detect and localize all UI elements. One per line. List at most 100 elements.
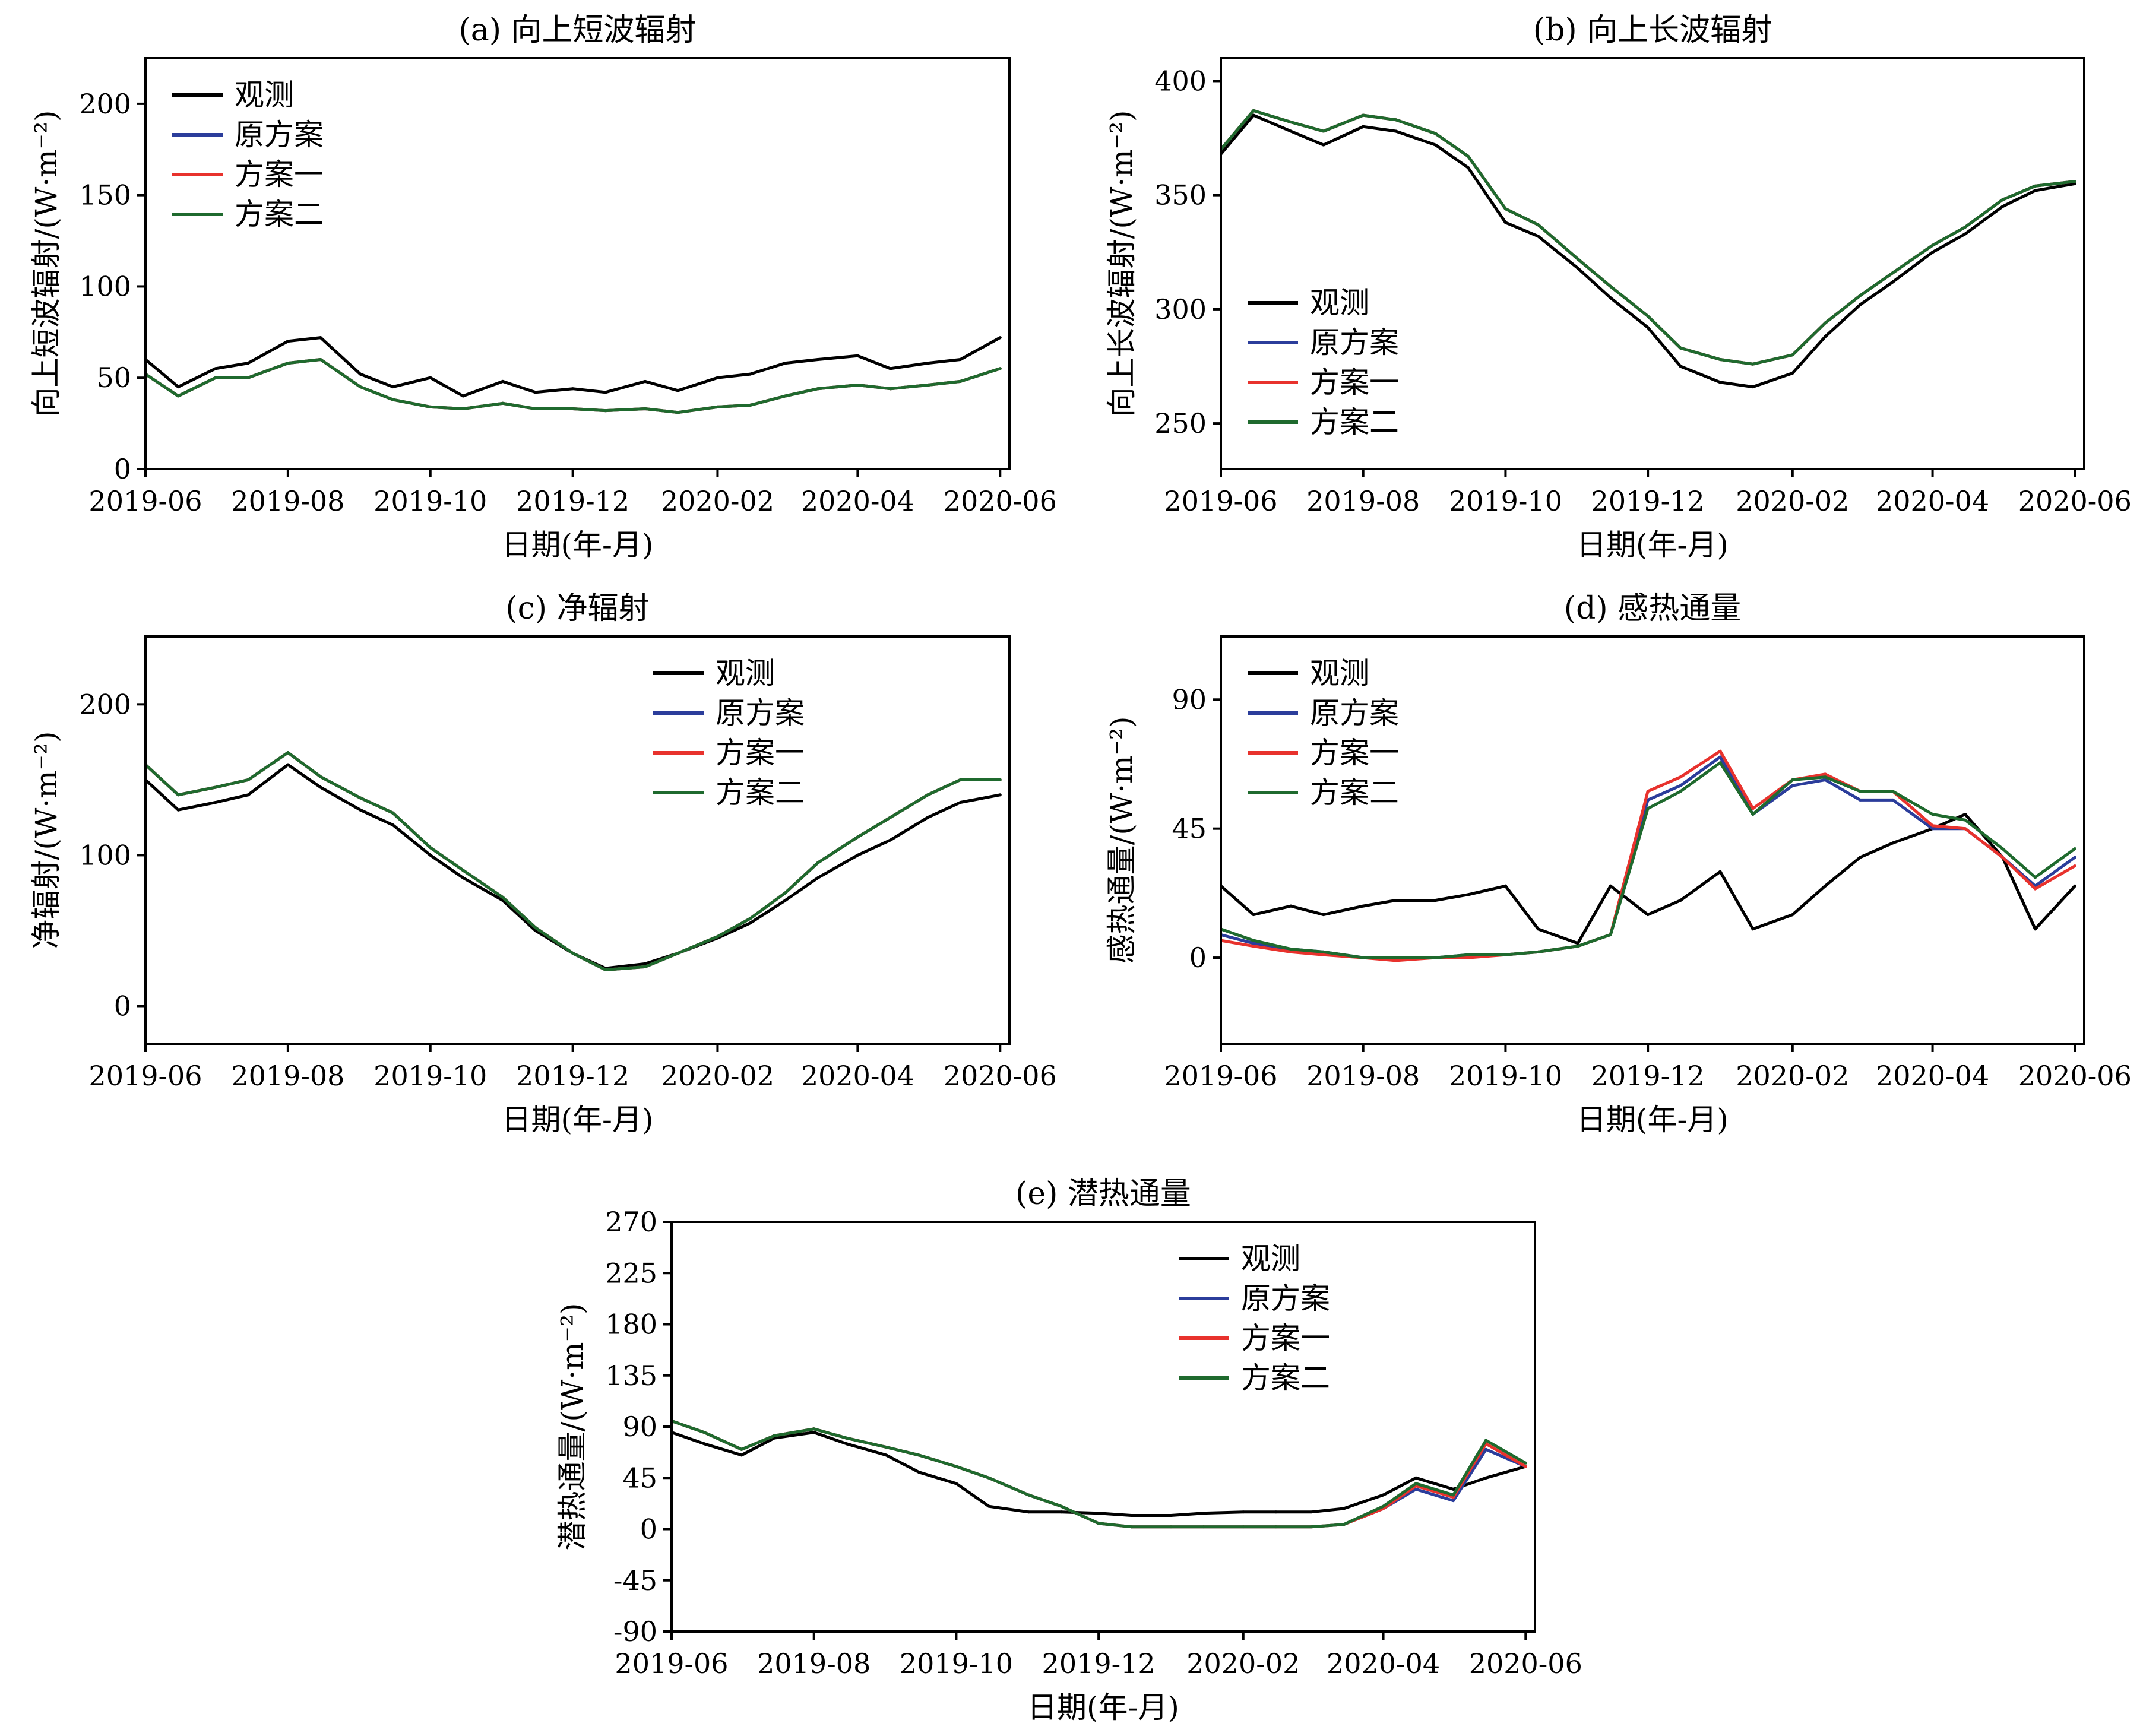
- data-point-scheme2: [1536, 950, 1540, 953]
- data-point-observed: [286, 340, 290, 343]
- x-tick-label: 2019-10: [900, 1648, 1013, 1680]
- data-point-scheme1: [1824, 772, 1827, 776]
- series-group: [672, 1419, 1527, 1529]
- data-point-observed: [1322, 143, 1325, 147]
- data-point-scheme2: [845, 1436, 849, 1440]
- data-point-observed: [1751, 385, 1755, 389]
- data-point-observed: [1434, 143, 1437, 147]
- data-point-observed: [1891, 280, 1895, 284]
- x-axis-label: 日期(年-月): [502, 528, 654, 562]
- data-point-observed: [391, 385, 395, 389]
- series-line-observed: [672, 1431, 1526, 1517]
- data-point-observed: [812, 1431, 816, 1434]
- data-point-scheme2: [1382, 1504, 1385, 1508]
- data-point-original: [1414, 1487, 1418, 1491]
- data-point-observed: [2001, 205, 2004, 208]
- series-line-original: [145, 751, 1001, 971]
- x-tick-label: 2019-10: [373, 1060, 487, 1092]
- data-point-scheme2: [1718, 761, 1722, 765]
- data-point-observed: [998, 336, 1002, 340]
- data-point-scheme2: [1129, 1525, 1133, 1529]
- data-point-scheme2: [1609, 284, 1612, 288]
- data-point-observed: [1859, 856, 1862, 859]
- data-point-observed: [1679, 899, 1682, 902]
- data-point-scheme2: [716, 935, 719, 939]
- data-point-scheme2: [461, 869, 465, 872]
- data-point-observed: [2034, 927, 2037, 931]
- x-tick-label: 2019-06: [88, 1060, 202, 1092]
- data-point-observed: [1503, 884, 1507, 888]
- y-tick-label: 270: [605, 1206, 657, 1238]
- data-point-scheme2: [604, 409, 607, 413]
- data-point-scheme2: [1452, 1493, 1455, 1497]
- data-point-scheme1: [1931, 824, 1935, 828]
- data-point-scheme2: [1679, 346, 1682, 350]
- data-point-observed: [740, 1453, 743, 1457]
- data-point-scheme2: [391, 811, 395, 815]
- data-point-scheme2: [1434, 956, 1437, 959]
- y-tick-label: -90: [613, 1615, 657, 1648]
- data-point-observed: [1646, 326, 1650, 330]
- legend-label-original: 原方案: [1310, 325, 1399, 360]
- x-tick-label: 2020-06: [944, 1060, 1057, 1092]
- data-point-scheme2: [604, 968, 607, 971]
- data-point-scheme2: [1609, 933, 1612, 936]
- x-tick-label: 2020-04: [801, 1060, 914, 1092]
- data-point-original: [1931, 827, 1935, 831]
- data-point-scheme2: [954, 1465, 958, 1468]
- data-point-scheme2: [958, 778, 962, 781]
- series-line-scheme1: [672, 1420, 1527, 1529]
- data-point-original: [1252, 942, 1255, 945]
- x-tick-label: 2019-10: [373, 485, 487, 517]
- legend-label-scheme1: 方案一: [1310, 736, 1399, 770]
- x-tick-label: 2019-08: [757, 1648, 871, 1680]
- data-point-original: [2073, 856, 2076, 859]
- data-point-observed: [856, 354, 859, 357]
- data-point-observed: [1289, 904, 1293, 908]
- data-point-scheme2: [1891, 790, 1895, 793]
- data-point-observed: [1609, 884, 1612, 888]
- x-tick-label: 2019-06: [1164, 1060, 1277, 1092]
- y-tick-label: 300: [1154, 293, 1207, 325]
- legend-label-scheme1: 方案一: [1241, 1321, 1330, 1355]
- data-point-scheme2: [1524, 1461, 1527, 1465]
- chart-title: (e) 潜热通量: [1015, 1176, 1191, 1212]
- x-tick-label: 2019-06: [615, 1648, 728, 1680]
- data-point-scheme2: [1484, 1439, 1487, 1442]
- x-axis-label: 日期(年-月): [1577, 1103, 1729, 1137]
- data-point-scheme2: [2001, 847, 2004, 850]
- data-point-scheme2: [1242, 1525, 1245, 1529]
- data-point-observed: [816, 358, 819, 361]
- chart-panel-c: (c) 净辐射 0 100 200 2019-06 2019-08 2019-10 2019-…: [29, 591, 1057, 1137]
- data-point-observed: [958, 801, 962, 804]
- data-point-scheme2: [740, 1447, 743, 1451]
- data-point-scheme1: [2001, 856, 2004, 859]
- data-point-observed: [644, 379, 647, 383]
- data-point-scheme2: [571, 952, 575, 955]
- data-point-scheme2: [214, 785, 217, 789]
- chart-panel-e: (e) 潜热通量 -90 -45 0 45 90 135 180 225 270 2019-06 20…: [555, 1176, 1582, 1725]
- data-point-scheme2: [1309, 1525, 1313, 1529]
- x-tick-label: 2019-10: [1449, 485, 1562, 517]
- data-point-observed: [214, 801, 217, 804]
- data-point-observed: [391, 823, 395, 827]
- data-point-scheme1: [1452, 1496, 1455, 1499]
- x-tick-label: 2019-06: [1164, 485, 1277, 517]
- data-point-observed: [604, 391, 607, 394]
- x-tick-label: 2020-04: [1327, 1648, 1440, 1680]
- data-point-observed: [1252, 913, 1255, 917]
- data-point-scheme2: [1536, 223, 1540, 227]
- data-point-scheme1: [1964, 827, 1967, 831]
- data-point-observed: [2034, 189, 2037, 192]
- legend-label-scheme1: 方案一: [716, 736, 805, 770]
- data-point-scheme2: [214, 376, 217, 379]
- data-point-scheme1: [1679, 775, 1682, 779]
- data-point-observed: [319, 336, 322, 340]
- data-point-scheme2: [749, 403, 752, 407]
- data-point-observed: [888, 838, 892, 842]
- x-tick-label: 2019-08: [1306, 1060, 1420, 1092]
- data-point-scheme2: [319, 358, 322, 361]
- data-point-observed: [1718, 870, 1722, 873]
